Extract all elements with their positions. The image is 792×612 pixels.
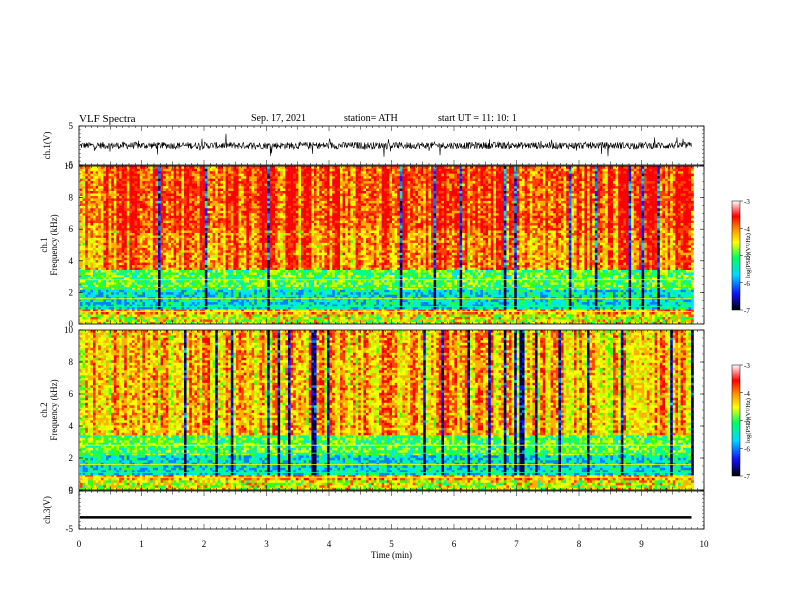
x-tick-label: 9 [639,539,644,549]
x-tick-label: 7 [514,539,519,549]
ch2-spectrogram-ytick-label: 6 [69,389,74,399]
x-axis-label: Time (min) [371,550,412,560]
ch2-spectrogram-heatmap-cells [80,330,694,490]
ch1-spectrogram-ytick-label: 4 [69,256,74,266]
ch2-spectrogram-ylabel-channel: ch.2 [39,402,49,417]
ch2-spectrogram-ytick-label: 8 [69,357,74,367]
x-tick-label: 8 [577,539,582,549]
ch1-spectrogram-ylabel-channel: ch.1 [39,237,49,252]
ch1-spectrogram-colorbar-label: log(PSD)(V²/Hz) [745,233,752,278]
ch1-spectrogram-colorbar-tick-label: -3 [744,198,750,206]
ch1-spectrogram-colorbar [732,201,740,310]
x-tick-label: 6 [452,539,457,549]
ch2-spectrogram-ytick-label: 10 [64,325,74,335]
ch1-spectrogram-ytick-label: 8 [69,193,74,203]
ch3-waveform-trace [80,516,692,519]
ch3-waveform-frame [79,491,704,529]
x-tick-label: 0 [77,539,82,549]
ch1-waveform-ylabel: ch.1(V) [42,132,52,160]
ch1-spectrogram-heatmap-cells [80,166,694,324]
ch2-spectrogram-colorbar-tick-label: -4 [744,390,750,398]
ch2-spectrogram-ytick-label: 4 [69,421,74,431]
ch1-spectrogram-ytick-label: 10 [64,161,74,171]
ch1-waveform-ytick-label: 5 [69,121,74,131]
ch1-spectrogram-ytick-label: 6 [69,224,74,234]
ch2-spectrogram-colorbar-tick-label: -7 [744,473,750,481]
x-tick-label: 10 [700,539,710,549]
ch1-spectrogram-ylabel-freq: Frequency (kHz) [49,214,59,275]
ch1-spectrogram-ytick-label: 2 [69,287,74,297]
ch1-spectrogram-colorbar-tick-label: -7 [744,307,750,315]
ch2-spectrogram-colorbar-label: log(PSD)(V²/Hz) [745,398,752,443]
ch2-spectrogram-ytick-label: 2 [69,453,74,463]
ch2-spectrogram-colorbar-tick-label: -6 [744,445,750,453]
ch1-waveform-trace [80,134,692,157]
x-tick-label: 1 [139,539,144,549]
ch2-spectrogram-ylabel-freq: Frequency (kHz) [49,379,59,440]
ch2-spectrogram-colorbar-tick-label: -3 [744,362,750,370]
x-tick-label: 4 [327,539,332,549]
x-tick-label: 5 [389,539,394,549]
ch2-spectrogram-colorbar [732,365,740,476]
x-tick-label: 2 [202,539,207,549]
ch3-waveform-ytick-label: 5 [69,486,74,496]
x-tick-label: 3 [264,539,269,549]
ch1-spectrogram-colorbar-tick-label: -4 [744,225,750,233]
ch1-spectrogram-colorbar-tick-label: -6 [744,280,750,288]
ch3-waveform-ylabel: ch.3(V) [42,496,52,524]
ch3-waveform-ytick-label: -5 [66,524,74,534]
